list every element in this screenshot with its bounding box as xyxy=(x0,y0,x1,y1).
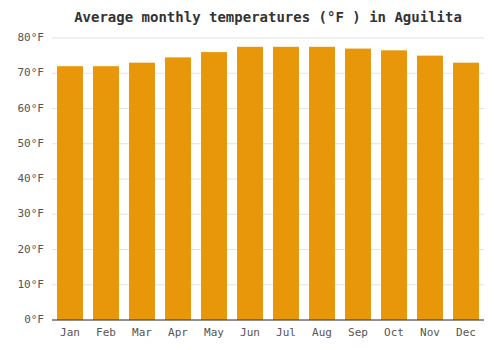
x-tick-label: May xyxy=(204,326,224,339)
x-tick-label: Aug xyxy=(312,326,332,339)
y-tick-label: 80°F xyxy=(18,31,45,44)
bar xyxy=(165,57,191,320)
bar xyxy=(345,49,371,320)
y-tick-label: 0°F xyxy=(24,313,44,326)
bar xyxy=(453,63,479,320)
x-tick-label: Mar xyxy=(132,326,152,339)
bar xyxy=(93,66,119,320)
y-tick-label: 10°F xyxy=(18,278,45,291)
x-tick-label: Jun xyxy=(240,326,260,339)
y-tick-label: 60°F xyxy=(18,102,45,115)
y-tick-label: 50°F xyxy=(18,137,45,150)
y-axis: 0°F 10°F 20°F 30°F 40°F 50°F 60°F 70°F 80°F xyxy=(18,31,45,326)
x-tick-label: Oct xyxy=(384,326,404,339)
x-tick-label: Apr xyxy=(168,326,188,339)
bar xyxy=(237,47,263,320)
bar xyxy=(129,63,155,320)
title: Average monthly temperatures (°F ) in Ag… xyxy=(74,9,462,25)
x-axis: Jan Feb Mar Apr May Jun Jul Aug Sep Oct Nov Dec xyxy=(52,320,484,339)
y-tick-label: 20°F xyxy=(18,243,45,256)
x-axis-line xyxy=(52,320,484,321)
y-tick-label: 40°F xyxy=(18,172,45,185)
x-tick-label: Jul xyxy=(276,326,296,339)
plot: 0°F 10°F 20°F 30°F 40°F 50°F 60°F 70°F 80°F Jan Fe… xyxy=(18,31,485,339)
bar xyxy=(57,66,83,320)
bar xyxy=(201,52,227,320)
bars xyxy=(57,47,479,320)
x-tick-label: Nov xyxy=(420,326,440,339)
chart-container: 0°F 10°F 20°F 30°F 40°F 50°F 60°F 70°F 80°F Jan Fe… xyxy=(0,0,500,350)
x-tick-label: Sep xyxy=(348,326,368,339)
bar xyxy=(273,47,299,320)
bar xyxy=(309,47,335,320)
y-tick-label: 30°F xyxy=(18,207,45,220)
x-tick-label: Feb xyxy=(96,326,116,339)
chart-svg: 0°F 10°F 20°F 30°F 40°F 50°F 60°F 70°F 80°F Jan Fe… xyxy=(0,0,500,350)
grid-line xyxy=(52,320,484,321)
bar xyxy=(381,50,407,320)
grid xyxy=(52,38,484,320)
x-tick-label: Dec xyxy=(456,326,476,339)
grid-line xyxy=(52,38,484,39)
x-tick-label: Jan xyxy=(60,326,80,339)
bar xyxy=(417,56,443,320)
page: {"chart_data": {"type": "bar", "title": … xyxy=(0,0,500,350)
y-tick-label: 70°F xyxy=(18,66,45,79)
